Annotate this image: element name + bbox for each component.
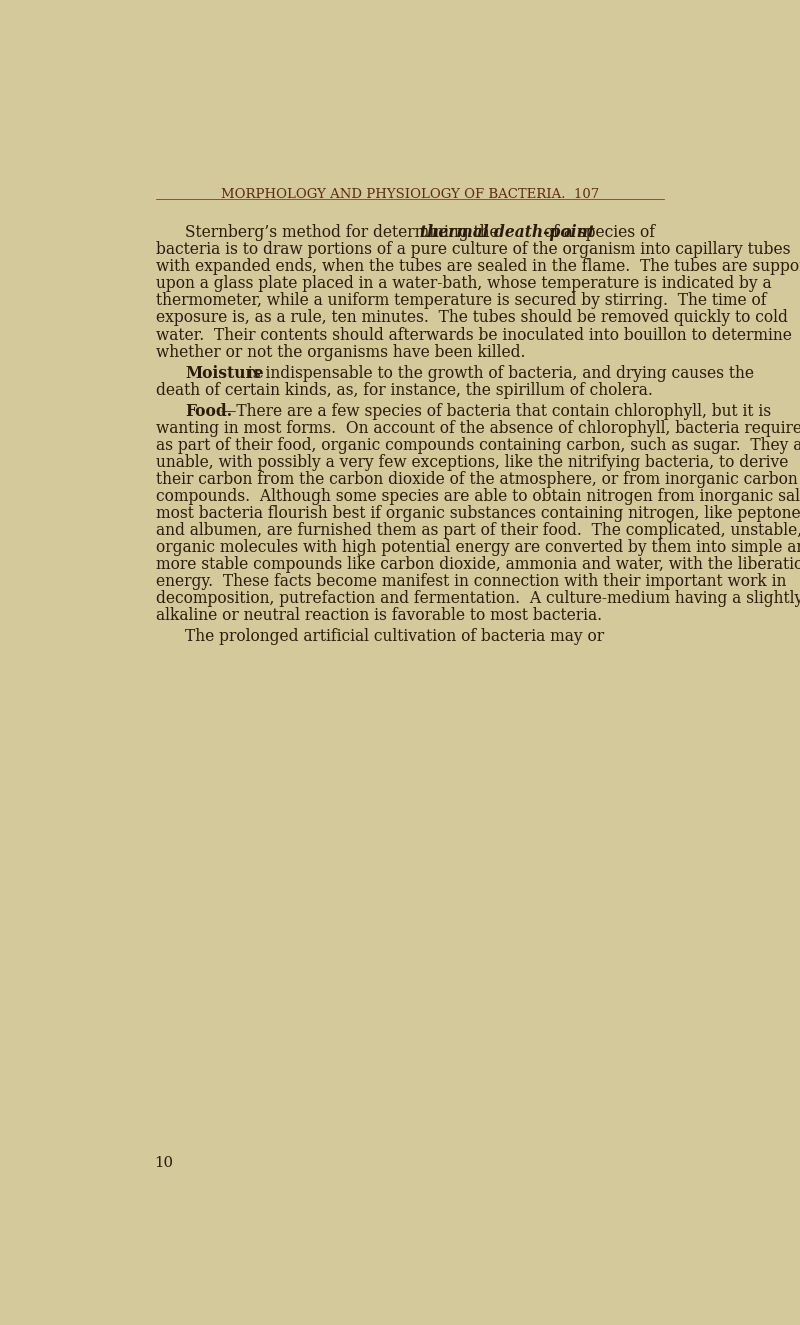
Text: bacteria is to draw portions of a pure culture of the organism into capillary tu: bacteria is to draw portions of a pure c… — [156, 241, 790, 258]
Text: unable, with possibly a very few exceptions, like the nitrifying bacteria, to de: unable, with possibly a very few excepti… — [156, 454, 788, 472]
Text: water.  Their contents should afterwards be inoculated into bouillon to determin: water. Their contents should afterwards … — [156, 326, 792, 343]
Text: is indispensable to the growth of bacteria, and drying causes the: is indispensable to the growth of bacter… — [243, 364, 754, 382]
Text: whether or not the organisms have been killed.: whether or not the organisms have been k… — [156, 343, 526, 360]
Text: thermometer, while a uniform temperature is secured by stirring.  The time of: thermometer, while a uniform temperature… — [156, 293, 766, 310]
Text: of a species of: of a species of — [539, 224, 655, 241]
Text: 10: 10 — [154, 1155, 173, 1170]
Text: with expanded ends, when the tubes are sealed in the flame.  The tubes are suppo: with expanded ends, when the tubes are s… — [156, 258, 800, 276]
Text: thermal death-point: thermal death-point — [420, 224, 595, 241]
Text: upon a glass plate placed in a water-bath, whose temperature is indicated by a: upon a glass plate placed in a water-bat… — [156, 276, 771, 293]
Text: energy.  These facts become manifest in connection with their important work in: energy. These facts become manifest in c… — [156, 574, 786, 590]
Text: their carbon from the carbon dioxide of the atmosphere, or from inorganic carbon: their carbon from the carbon dioxide of … — [156, 472, 798, 488]
Text: Moisture: Moisture — [186, 364, 264, 382]
Text: exposure is, as a rule, ten minutes.  The tubes should be removed quickly to col: exposure is, as a rule, ten minutes. The… — [156, 310, 788, 326]
Text: MORPHOLOGY AND PHYSIOLOGY OF BACTERIA.  107: MORPHOLOGY AND PHYSIOLOGY OF BACTERIA. 1… — [221, 188, 599, 201]
Text: —There are a few species of bacteria that contain chlorophyll, but it is: —There are a few species of bacteria tha… — [222, 403, 771, 420]
Text: Food.: Food. — [186, 403, 232, 420]
Text: more stable compounds like carbon dioxide, ammonia and water, with the liberatio: more stable compounds like carbon dioxid… — [156, 556, 800, 574]
Text: Sternberg’s method for determining the: Sternberg’s method for determining the — [186, 224, 504, 241]
Text: as part of their food, organic compounds containing carbon, such as sugar.  They: as part of their food, organic compounds… — [156, 437, 800, 454]
Text: alkaline or neutral reaction is favorable to most bacteria.: alkaline or neutral reaction is favorabl… — [156, 607, 602, 624]
Text: wanting in most forms.  On account of the absence of chlorophyll, bacteria requi: wanting in most forms. On account of the… — [156, 420, 800, 437]
Text: decomposition, putrefaction and fermentation.  A culture-medium having a slightl: decomposition, putrefaction and fermenta… — [156, 590, 800, 607]
Text: and albumen, are furnished them as part of their food.  The complicated, unstabl: and albumen, are furnished them as part … — [156, 522, 800, 539]
Text: most bacteria flourish best if organic substances containing nitrogen, like pept: most bacteria flourish best if organic s… — [156, 505, 800, 522]
Text: The prolonged artificial cultivation of bacteria may or: The prolonged artificial cultivation of … — [186, 628, 604, 645]
Text: organic molecules with high potential energy are converted by them into simple a: organic molecules with high potential en… — [156, 539, 800, 556]
Text: compounds.  Although some species are able to obtain nitrogen from inorganic sal: compounds. Although some species are abl… — [156, 488, 800, 505]
Text: death of certain kinds, as, for instance, the spirillum of cholera.: death of certain kinds, as, for instance… — [156, 382, 653, 399]
